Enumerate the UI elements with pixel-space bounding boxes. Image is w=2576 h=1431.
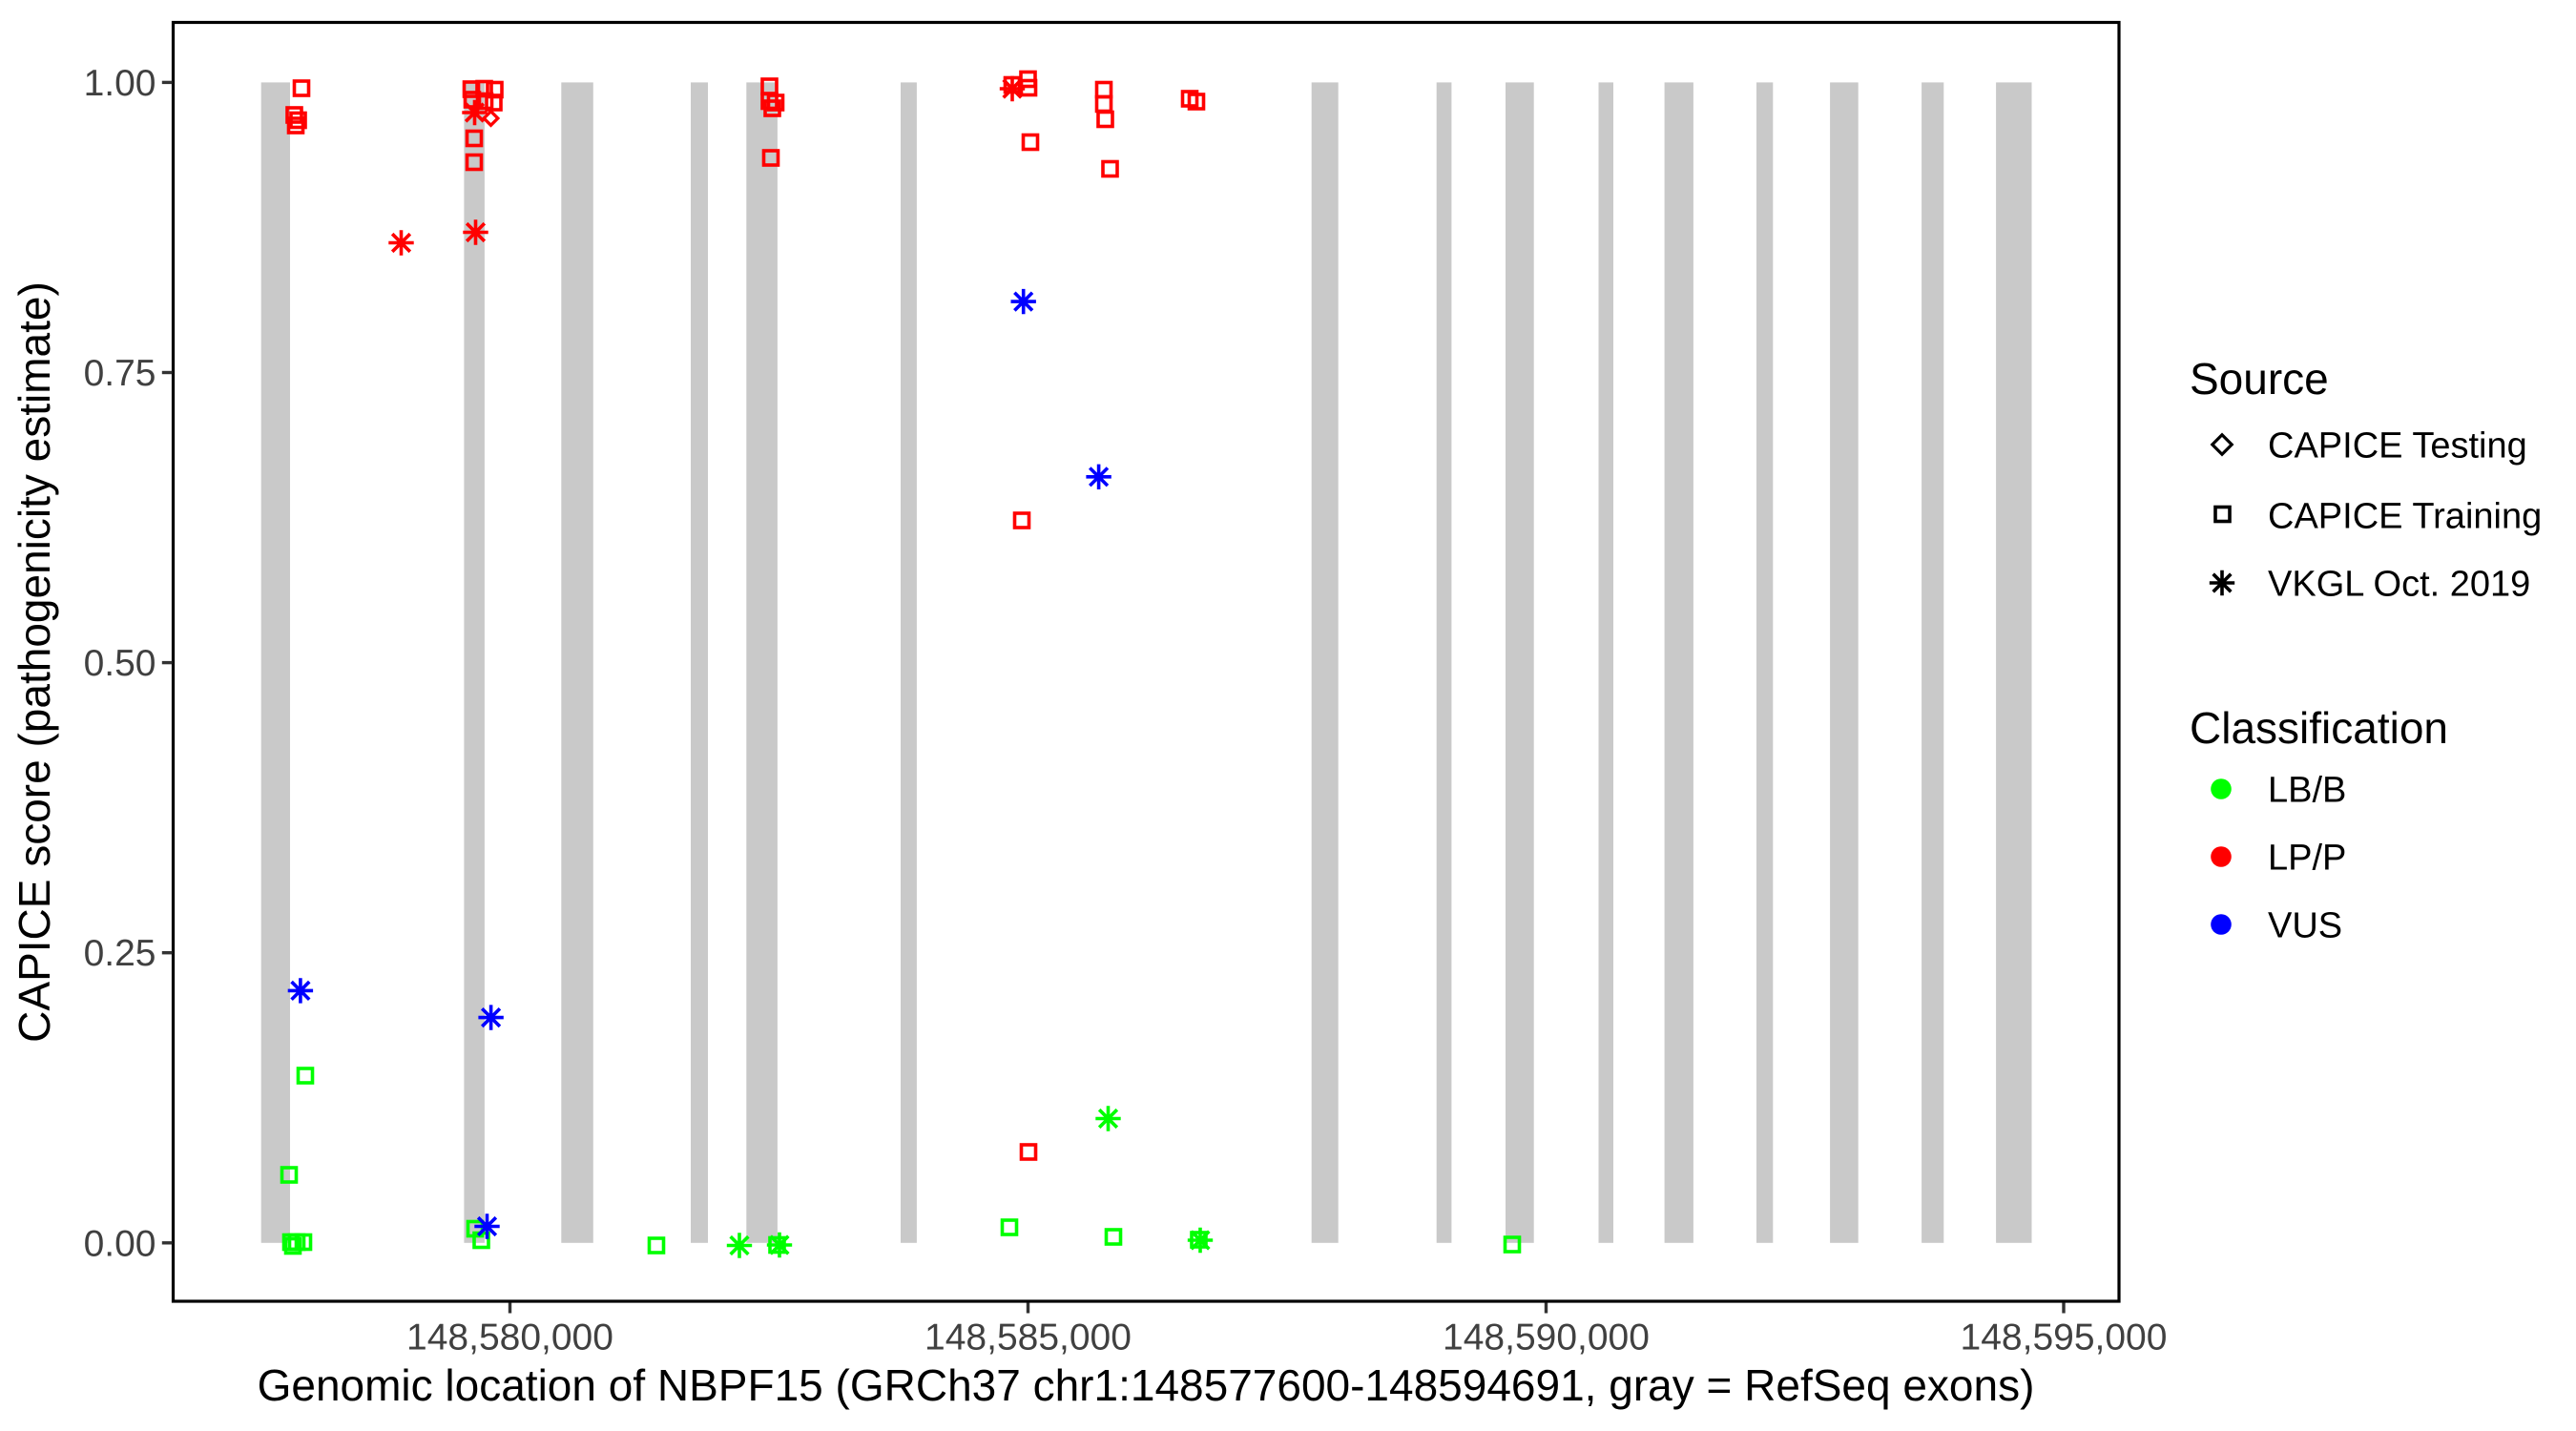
svg-text:148,585,000: 148,585,000 bbox=[924, 1317, 1132, 1358]
svg-text:0.75: 0.75 bbox=[84, 353, 156, 394]
svg-text:Classification: Classification bbox=[2190, 703, 2448, 753]
svg-text:0.50: 0.50 bbox=[84, 643, 156, 684]
svg-text:LP/P: LP/P bbox=[2268, 838, 2346, 878]
svg-text:148,595,000: 148,595,000 bbox=[1961, 1317, 2168, 1358]
svg-text:148,590,000: 148,590,000 bbox=[1443, 1317, 1650, 1358]
svg-text:1.00: 1.00 bbox=[84, 63, 156, 104]
svg-text:VKGL Oct. 2019: VKGL Oct. 2019 bbox=[2268, 564, 2530, 604]
svg-text:CAPICE Testing: CAPICE Testing bbox=[2268, 425, 2527, 466]
svg-text:148,580,000: 148,580,000 bbox=[406, 1317, 613, 1358]
svg-text:LB/B: LB/B bbox=[2268, 770, 2346, 810]
svg-text:Genomic location of NBPF15 (GR: Genomic location of NBPF15 (GRCh37 chr1:… bbox=[258, 1360, 2035, 1410]
svg-text:CAPICE score (pathogenicity es: CAPICE score (pathogenicity estimate) bbox=[10, 281, 59, 1043]
svg-text:0.00: 0.00 bbox=[84, 1223, 156, 1264]
svg-text:CAPICE Training: CAPICE Training bbox=[2268, 496, 2542, 536]
svg-text:Source: Source bbox=[2190, 354, 2329, 404]
svg-text:VUS: VUS bbox=[2268, 905, 2342, 945]
svg-text:0.25: 0.25 bbox=[84, 933, 156, 974]
